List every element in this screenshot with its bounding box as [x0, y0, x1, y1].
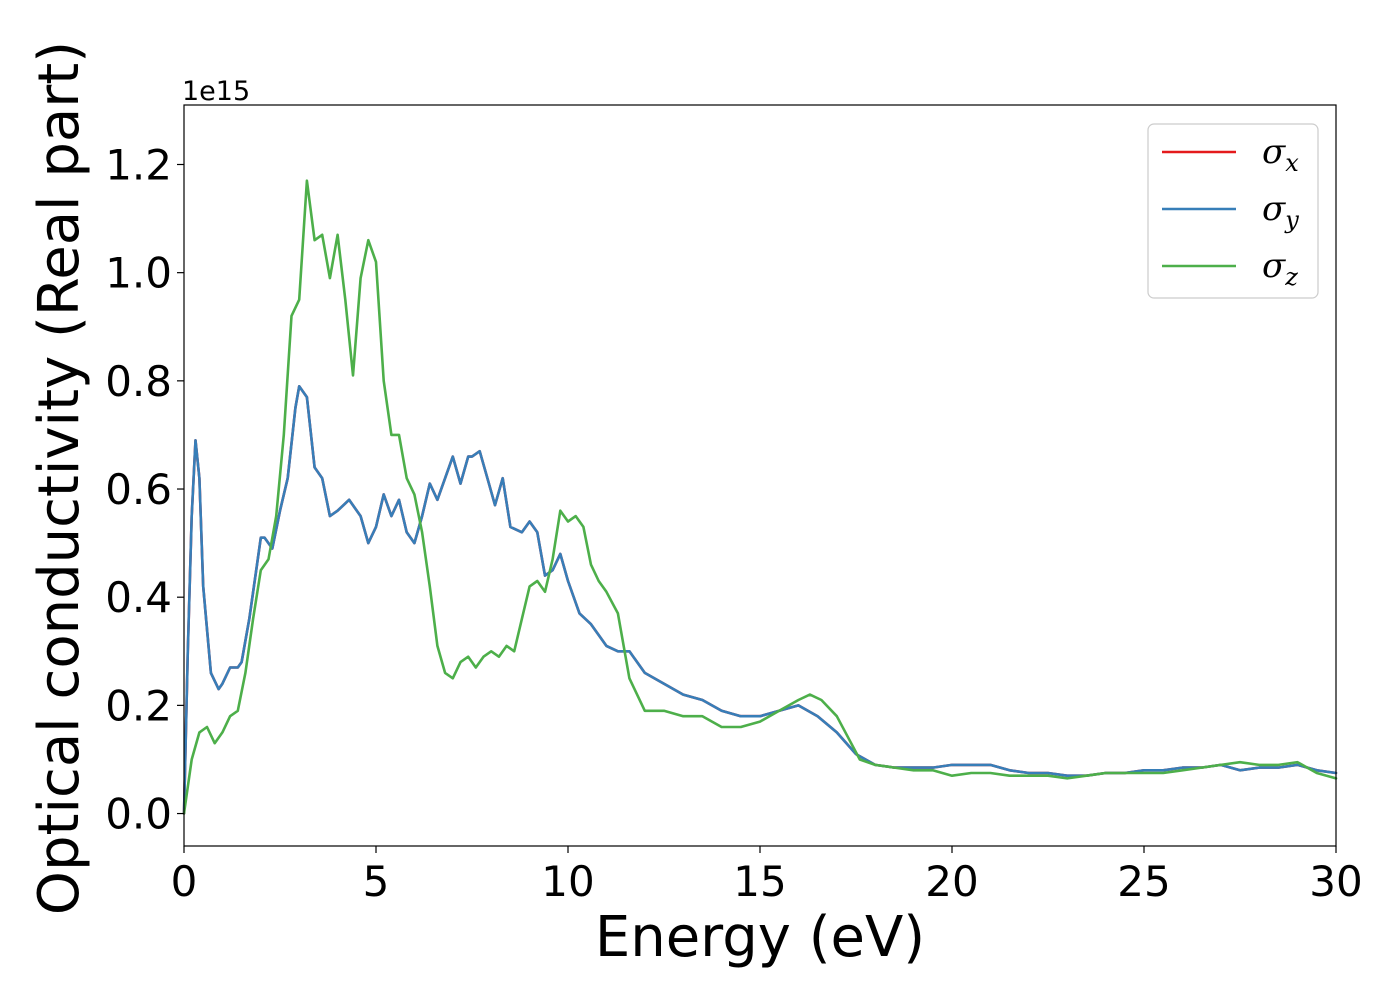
y-tick-label: 0.2	[105, 681, 172, 730]
x-tick-label: 10	[541, 857, 594, 906]
y-axis-ticks: 0.0 0.2 0.4 0.6 0.8 1.0 1.2	[105, 140, 184, 839]
legend-label-z: σz	[1262, 246, 1298, 291]
series-line-z	[182, 179, 1338, 815]
x-tick-label: 15	[733, 857, 786, 906]
y-tick-label: 0.4	[105, 573, 172, 622]
x-axis-title: Energy (eV)	[595, 905, 925, 970]
x-tick-label: 25	[1117, 857, 1170, 906]
legend-box	[1147, 123, 1319, 299]
legend-label-y: σy	[1262, 189, 1299, 234]
y-axis-title: Optical conductivity (Real part)	[27, 41, 92, 915]
legend-label-x: σx	[1262, 132, 1299, 177]
x-tick-label: 20	[925, 857, 978, 906]
x-tick-label: 0	[171, 857, 198, 906]
x-tick-label: 30	[1309, 857, 1362, 906]
y-tick-label: 1.2	[105, 140, 172, 189]
series-layer	[182, 179, 1338, 815]
series-line-y	[182, 385, 1338, 815]
legend: σx σy σz	[1147, 123, 1319, 299]
y-tick-label: 0.6	[105, 465, 172, 514]
x-tick-label: 5	[363, 857, 390, 906]
y-tick-label: 0.0	[105, 790, 172, 839]
y-tick-label: 1.0	[105, 249, 172, 298]
y-offset-label: 1e15	[182, 76, 250, 107]
y-tick-label: 0.8	[105, 357, 172, 406]
x-axis-ticks: 0 5 10 15 20 25 30	[171, 846, 1363, 906]
